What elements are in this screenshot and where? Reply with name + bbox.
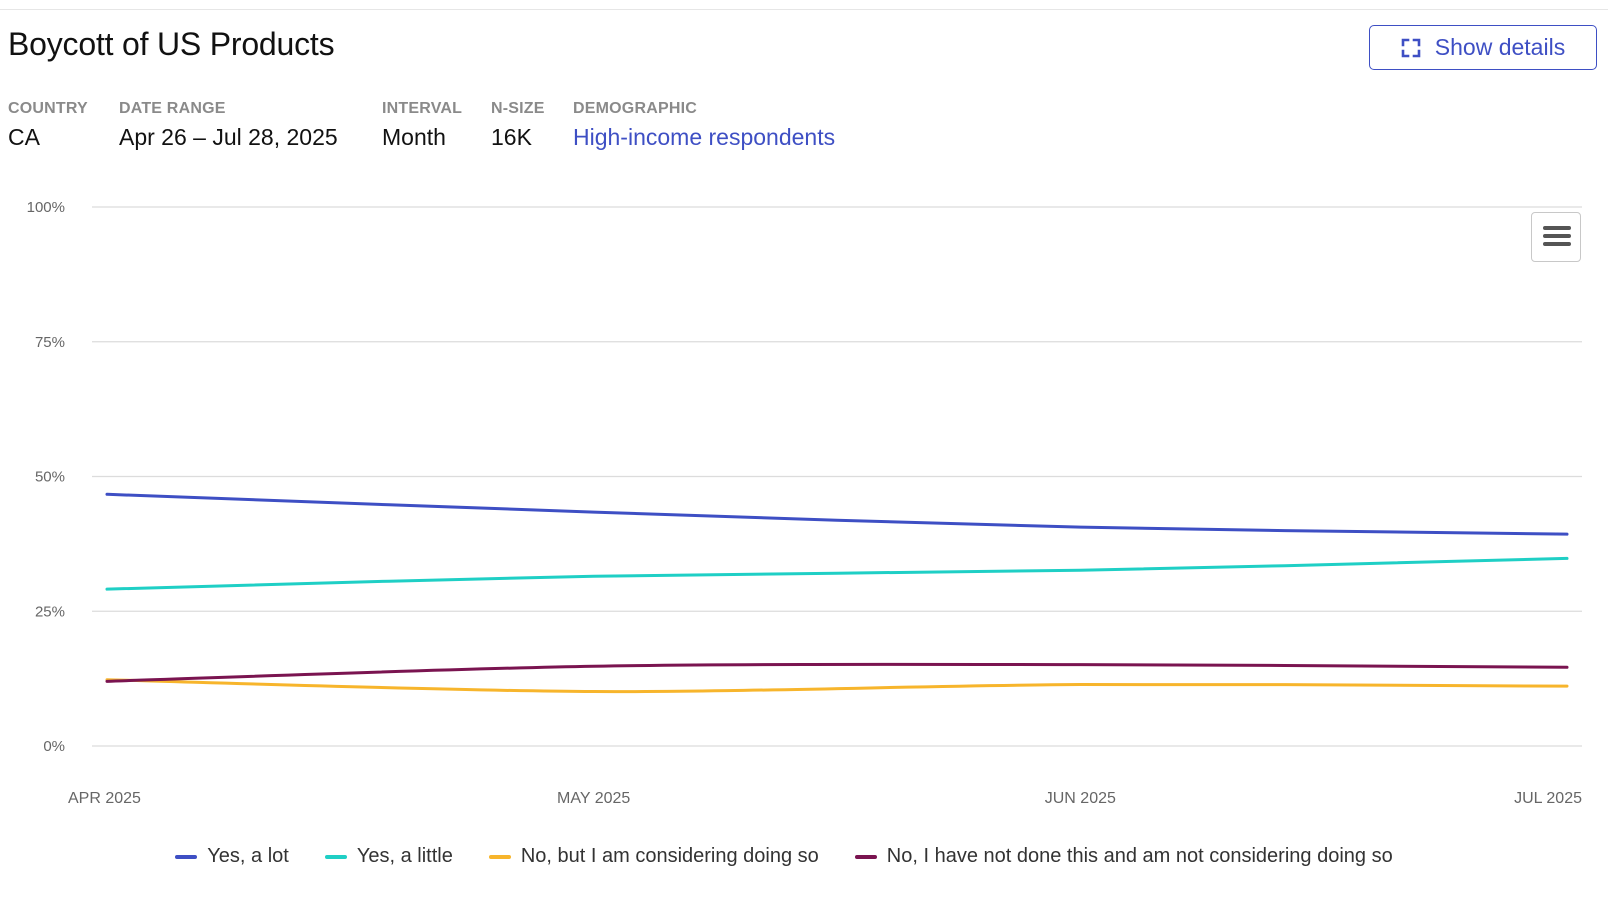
legend-label: No, I have not done this and am not cons…	[886, 845, 1393, 867]
y-tick-label: 0%	[43, 738, 65, 755]
x-tick-label: MAY 2025	[557, 790, 630, 807]
meta-demographic: DEMOGRAPHIC High-income respondents	[573, 100, 835, 151]
legend-item-4[interactable]: No, I have not done this and am not cons…	[854, 845, 1393, 868]
legend-swatch	[324, 854, 347, 859]
nsize-value: 16K	[491, 124, 532, 150]
interval-label: INTERVAL	[382, 100, 463, 117]
legend-items: Yes, a lot Yes, a little No, but I am cons…	[175, 845, 1393, 868]
legend-label: Yes, a little	[356, 845, 453, 867]
chart-menu-button[interactable]	[1531, 212, 1581, 262]
y-tick-label: 50%	[35, 469, 65, 486]
legend-item-2[interactable]: Yes, a little	[324, 845, 453, 868]
legend-swatch	[488, 854, 511, 859]
meta-date-range: DATE RANGE Apr 26 – Jul 28, 2025	[119, 100, 338, 151]
show-details-button[interactable]: Show details	[1369, 25, 1597, 70]
demographic-link[interactable]: High-income respondents	[573, 124, 836, 150]
series-line-3	[105, 678, 1569, 694]
interval-value: Month	[382, 124, 446, 150]
series-line-1	[105, 492, 1569, 536]
nsize-label: N-SIZE	[491, 100, 545, 117]
show-details-label: Show details	[1434, 34, 1566, 60]
x-tick-label: JUL 2025	[1514, 790, 1582, 807]
x-tick-label: JUN 2025	[1045, 790, 1116, 807]
y-tick-label: 100%	[27, 199, 65, 216]
legend-item-3[interactable]: No, but I am considering doing so	[488, 845, 819, 868]
expand-icon	[1401, 38, 1421, 58]
y-tick-label: 75%	[35, 334, 65, 351]
country-label: COUNTRY	[8, 100, 88, 117]
meta-interval: INTERVAL Month	[382, 100, 462, 151]
legend-swatch	[854, 854, 877, 859]
legend-item-1[interactable]: Yes, a lot	[175, 845, 289, 868]
demographic-label: DEMOGRAPHIC	[573, 100, 697, 117]
chart-legend: Yes, a lot Yes, a little No, but I am cons…	[0, 845, 1608, 868]
legend-label: Yes, a lot	[207, 845, 289, 867]
hamburger-bar	[1543, 234, 1571, 238]
chart-title: Boycott of US Products	[8, 26, 335, 62]
date-range-label: DATE RANGE	[119, 100, 226, 117]
series-line-4	[105, 662, 1569, 683]
series-line-2	[105, 556, 1569, 591]
hamburger-bar	[1543, 242, 1571, 246]
x-tick-label: APR 2025	[68, 790, 141, 807]
y-tick-label: 25%	[35, 603, 65, 620]
country-value: CA	[8, 124, 40, 150]
legend-label: No, but I am considering doing so	[520, 845, 819, 867]
meta-nsize: N-SIZE 16K	[491, 100, 545, 151]
date-range-value: Apr 26 – Jul 28, 2025	[119, 124, 338, 150]
hamburger-menu-icon	[1543, 226, 1571, 230]
top-divider	[0, 9, 1608, 10]
meta-country: COUNTRY CA	[8, 100, 88, 151]
line-chart: 0% 25% 50% 75% 100% APR 2025 MAY 2025 JUN 2025 J…	[27, 199, 1582, 807]
legend-swatch	[175, 854, 198, 859]
